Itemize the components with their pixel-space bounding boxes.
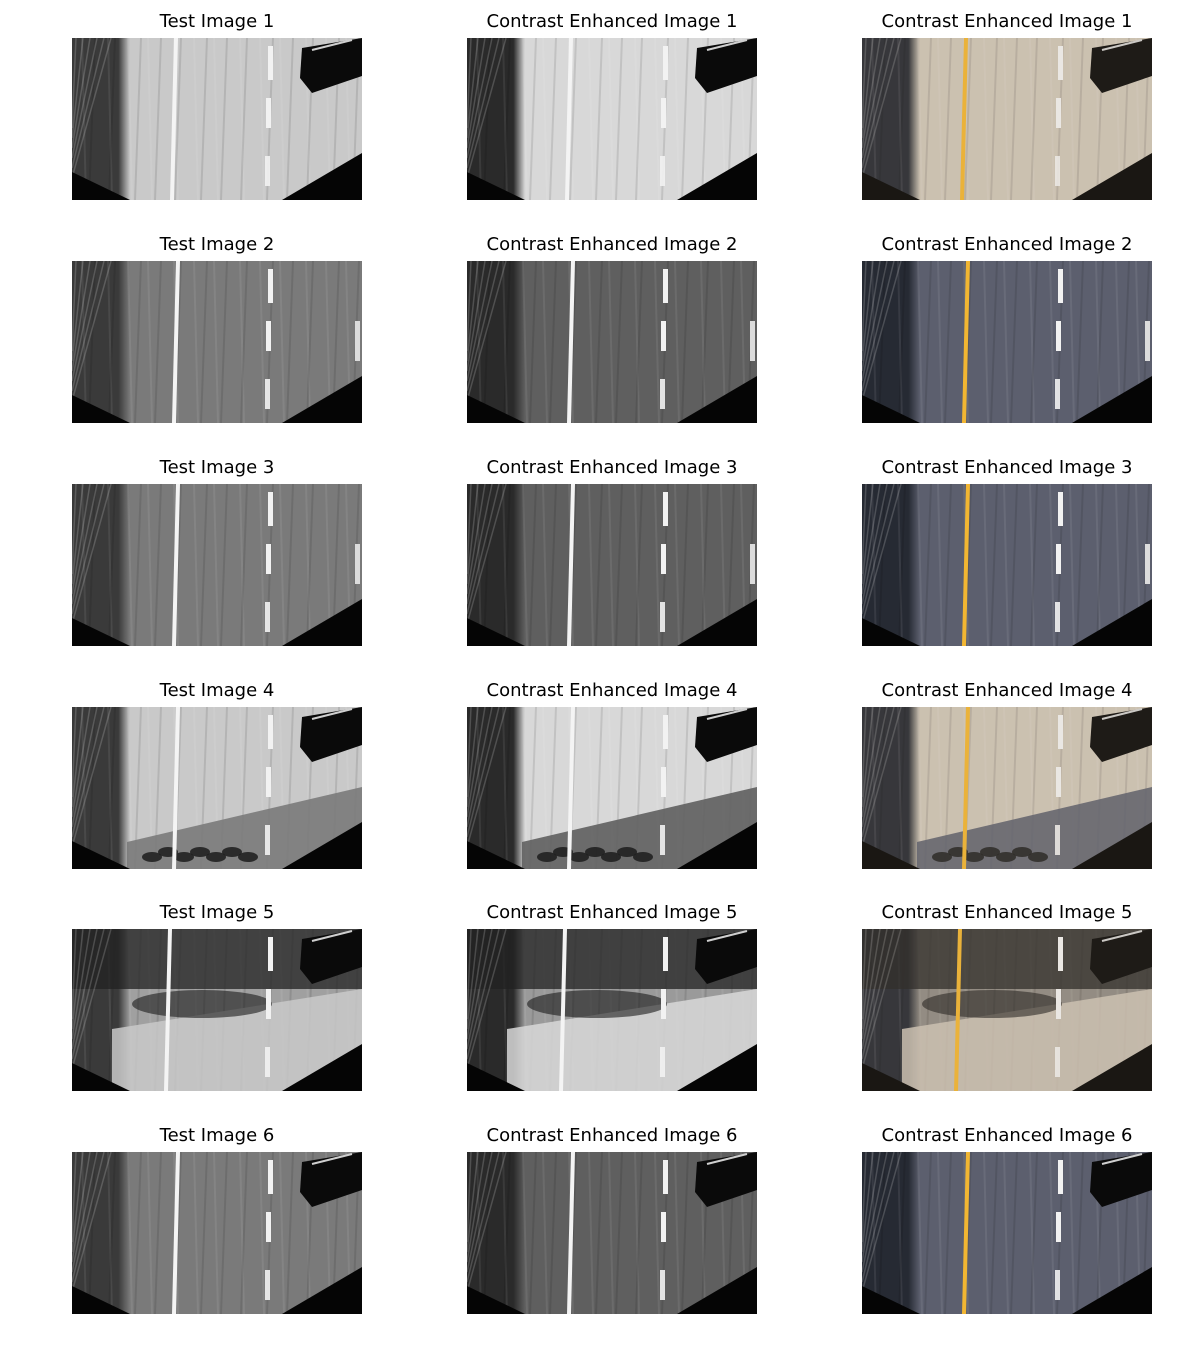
image-cell: Contrast Enhanced Image 5 — [862, 901, 1152, 1091]
panel-title: Test Image 3 — [159, 457, 275, 478]
image-cell: Contrast Enhanced Image 1 — [467, 10, 757, 200]
panel-title: Contrast Enhanced Image 4 — [486, 680, 738, 701]
road-image-graphic — [862, 38, 1152, 200]
panel-title: Contrast Enhanced Image 1 — [486, 11, 738, 32]
enhanced-color-road-image — [862, 38, 1152, 200]
test-road-image — [72, 1152, 362, 1314]
road-image-graphic — [72, 38, 362, 200]
road-image-graphic — [467, 38, 757, 200]
road-image-graphic — [862, 261, 1152, 423]
image-cell: Contrast Enhanced Image 4 — [467, 679, 757, 869]
road-image-graphic — [72, 707, 362, 869]
panel-title: Test Image 5 — [159, 902, 275, 923]
road-image-graphic — [72, 929, 362, 1091]
image-cell: Test Image 4 — [72, 679, 362, 869]
panel-title: Test Image 2 — [159, 234, 275, 255]
road-image-graphic — [467, 484, 757, 646]
panel-title: Contrast Enhanced Image 2 — [486, 234, 738, 255]
image-cell: Test Image 2 — [72, 233, 362, 423]
image-cell: Test Image 1 — [72, 10, 362, 200]
panel-title: Contrast Enhanced Image 5 — [881, 902, 1133, 923]
enhanced-gray-road-image — [467, 929, 757, 1091]
road-image-graphic — [467, 707, 757, 869]
panel-title: Contrast Enhanced Image 3 — [486, 457, 738, 478]
enhanced-color-road-image — [862, 1152, 1152, 1314]
test-road-image — [72, 261, 362, 423]
panel-title: Test Image 4 — [159, 680, 275, 701]
enhanced-gray-road-image — [467, 707, 757, 869]
road-image-graphic — [862, 1152, 1152, 1314]
panel-title: Contrast Enhanced Image 1 — [881, 11, 1133, 32]
panel-title: Test Image 1 — [159, 11, 275, 32]
test-road-image — [72, 484, 362, 646]
enhanced-gray-road-image — [467, 261, 757, 423]
panel-title: Contrast Enhanced Image 6 — [486, 1125, 738, 1146]
enhanced-color-road-image — [862, 261, 1152, 423]
image-cell: Contrast Enhanced Image 2 — [467, 233, 757, 423]
image-cell: Contrast Enhanced Image 1 — [862, 10, 1152, 200]
image-cell: Contrast Enhanced Image 6 — [862, 1124, 1152, 1314]
road-image-graphic — [467, 1152, 757, 1314]
road-image-graphic — [467, 929, 757, 1091]
road-image-graphic — [862, 707, 1152, 869]
road-image-graphic — [862, 929, 1152, 1091]
panel-title: Contrast Enhanced Image 5 — [486, 902, 738, 923]
enhanced-color-road-image — [862, 707, 1152, 869]
panel-title: Contrast Enhanced Image 2 — [881, 234, 1133, 255]
image-cell: Contrast Enhanced Image 4 — [862, 679, 1152, 869]
image-cell: Test Image 3 — [72, 456, 362, 646]
enhanced-color-road-image — [862, 484, 1152, 646]
test-road-image — [72, 38, 362, 200]
road-image-graphic — [862, 484, 1152, 646]
test-road-image — [72, 707, 362, 869]
image-cell: Contrast Enhanced Image 5 — [467, 901, 757, 1091]
enhanced-gray-road-image — [467, 484, 757, 646]
test-road-image — [72, 929, 362, 1091]
road-image-graphic — [72, 261, 362, 423]
panel-title: Contrast Enhanced Image 3 — [881, 457, 1133, 478]
panel-title: Test Image 6 — [159, 1125, 275, 1146]
enhanced-color-road-image — [862, 929, 1152, 1091]
enhanced-gray-road-image — [467, 38, 757, 200]
road-image-graphic — [467, 261, 757, 423]
image-cell: Contrast Enhanced Image 3 — [467, 456, 757, 646]
panel-title: Contrast Enhanced Image 4 — [881, 680, 1133, 701]
image-cell: Test Image 5 — [72, 901, 362, 1091]
image-cell: Contrast Enhanced Image 6 — [467, 1124, 757, 1314]
road-image-graphic — [72, 484, 362, 646]
panel-title: Contrast Enhanced Image 6 — [881, 1125, 1133, 1146]
image-cell: Contrast Enhanced Image 3 — [862, 456, 1152, 646]
road-image-graphic — [72, 1152, 362, 1314]
image-cell: Test Image 6 — [72, 1124, 362, 1314]
image-cell: Contrast Enhanced Image 2 — [862, 233, 1152, 423]
enhanced-gray-road-image — [467, 1152, 757, 1314]
